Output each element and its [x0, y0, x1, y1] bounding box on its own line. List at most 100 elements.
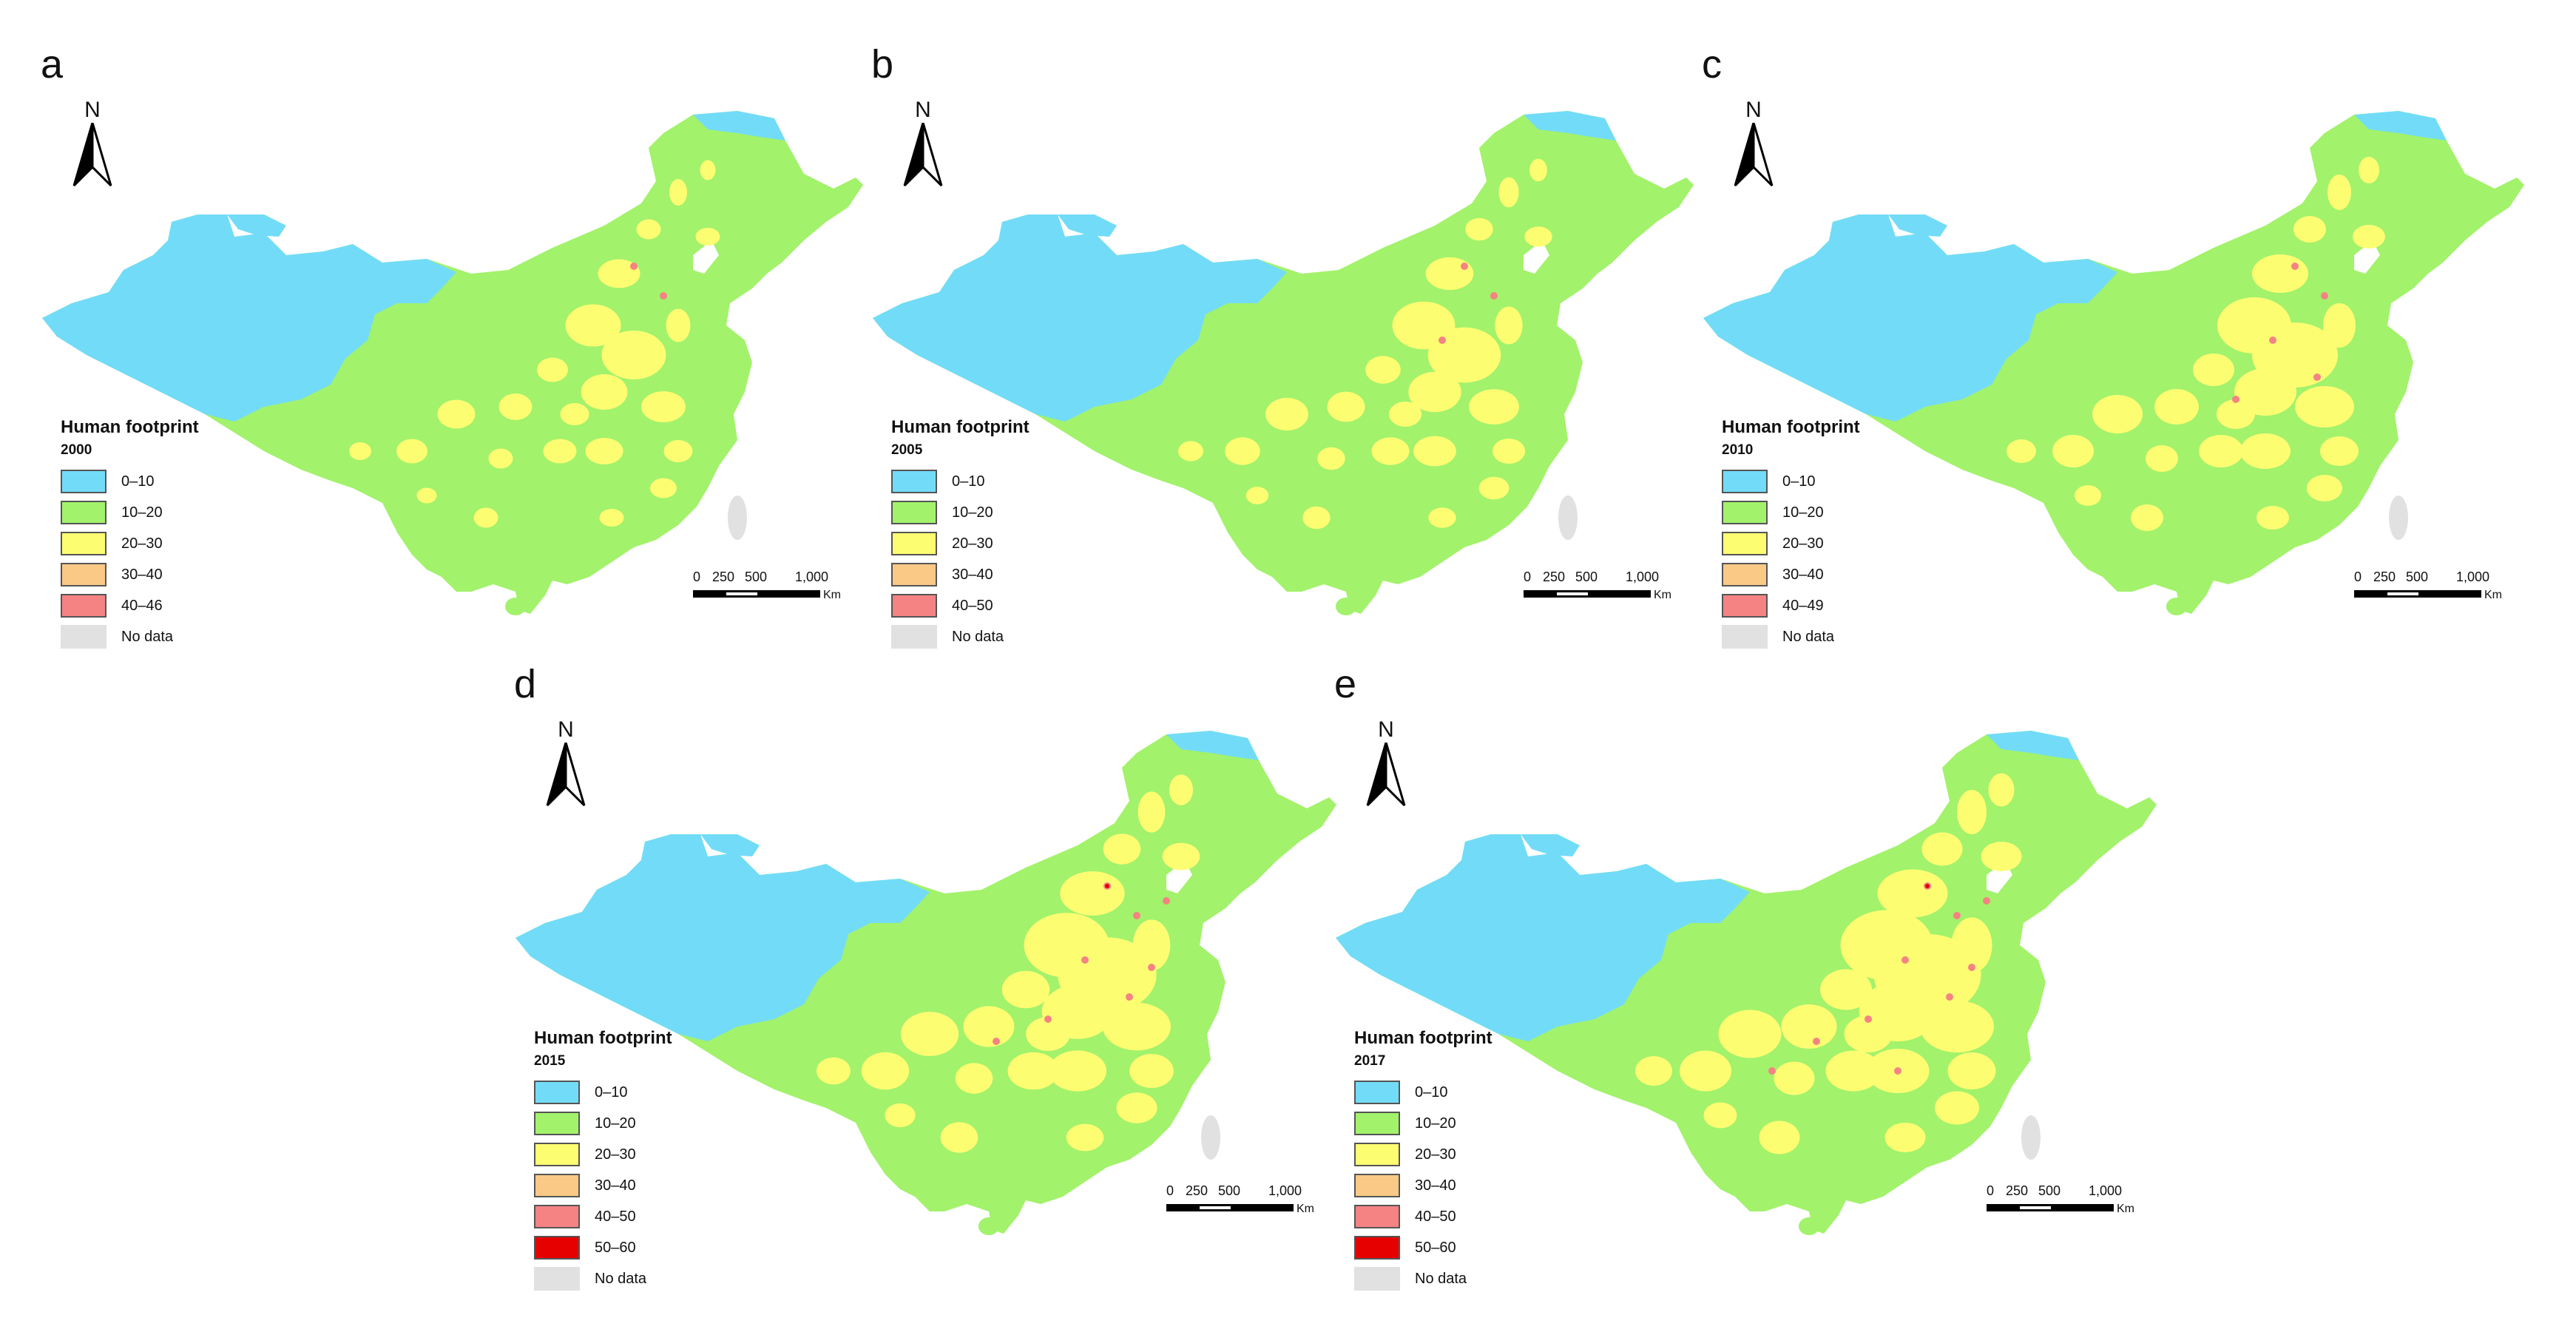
class-20-30-area — [650, 478, 677, 498]
class-40-50-area — [1490, 292, 1498, 300]
class-20-30-area — [1492, 439, 1526, 464]
class-20-30-area — [1048, 1050, 1107, 1092]
class-20-30-area — [1408, 371, 1461, 413]
scale-ticks: 0 250 500 1,000 — [1166, 1183, 1314, 1201]
class-20-30-area — [2295, 386, 2354, 427]
class-20-30-area — [1225, 437, 1260, 465]
class-40-50-area — [1768, 1067, 1776, 1075]
class-20-30-area — [1981, 842, 2022, 871]
class-20-30-area — [1327, 391, 1365, 422]
class-20-30-area — [900, 1012, 959, 1056]
legend-title: Human footprint — [61, 417, 199, 437]
class-20-30-area — [1066, 1123, 1104, 1152]
land-class-0-10-west — [1336, 834, 1750, 1041]
class-20-30-area — [1680, 1050, 1731, 1092]
class-20-30-area — [1529, 158, 1547, 182]
scale-bar-segment — [726, 592, 757, 595]
scale-tick: 250 — [2006, 1183, 2029, 1198]
legend-item: 40–50 — [1354, 1201, 1492, 1232]
legend-item: 20–30 — [1354, 1139, 1492, 1170]
legend-item: 10–20 — [534, 1108, 672, 1139]
taiwan-no-data — [1558, 496, 1578, 540]
legend-item: 10–20 — [1354, 1108, 1492, 1139]
legend-swatch — [891, 594, 937, 618]
scale-tick: 500 — [2038, 1183, 2061, 1198]
legend-swatch — [1354, 1112, 1400, 1135]
scale-bar: 0 250 500 1,000 Km — [693, 569, 841, 614]
class-40-50-area — [1044, 1015, 1052, 1023]
class-40-50-area — [1439, 337, 1446, 344]
class-20-30-area — [1469, 389, 1519, 425]
class-20-30-area — [1921, 832, 1963, 866]
legend-swatch — [534, 1205, 580, 1228]
legend-label: 40–49 — [1782, 597, 1824, 614]
class-20-30-area — [473, 507, 498, 528]
class-20-30-area — [1427, 327, 1501, 383]
class-20-30-area — [2256, 506, 2289, 530]
class-40-50-area — [1081, 956, 1089, 964]
class-40-50-area — [1148, 964, 1155, 971]
legend: Human footprint 2010 0–10 10–20 20–30 30–40 40… — [1722, 417, 1860, 652]
legend-label: No data — [1782, 628, 1835, 645]
legend-swatch — [61, 563, 107, 586]
class-40-50-area — [2321, 292, 2328, 300]
scale-bar-segment — [1557, 592, 1588, 595]
class-50-60-area — [1925, 884, 1930, 888]
north-label: N — [915, 98, 931, 122]
china-map — [1703, 111, 2524, 615]
legend-year: 2010 — [1722, 442, 1754, 458]
scale-unit: Km — [2484, 589, 2502, 601]
scale-ticks: 0 250 500 1,000 — [1524, 569, 1671, 587]
legend-year: 2017 — [1354, 1053, 1386, 1069]
class-20-30-area — [488, 448, 513, 469]
scale-tick: 1,000 — [2456, 569, 2490, 584]
map-panel-a: a N Human footprint 2000 0–10 10–20 20–30 30–40… — [41, 42, 900, 688]
scale-ticks: 0 250 500 1,000 — [2354, 569, 2502, 587]
legend-swatch — [891, 470, 937, 493]
legend-label: 0–10 — [121, 473, 155, 490]
class-20-30-area — [598, 259, 640, 288]
scale-tick: 1,000 — [1268, 1183, 1302, 1198]
north-label: N — [1745, 98, 1762, 122]
scale-tick: 1,000 — [2089, 1183, 2123, 1198]
legend-swatch — [534, 1236, 580, 1260]
class-20-30-area — [666, 308, 691, 342]
land-class-0-10-northeast — [693, 111, 785, 141]
north-label: N — [558, 717, 574, 742]
legend-label: No data — [952, 628, 1004, 645]
china-map — [515, 731, 1336, 1235]
class-20-30-area — [1718, 1010, 1782, 1058]
class-20-30-area — [1935, 1091, 1979, 1125]
class-40-50-area — [1983, 897, 1990, 905]
legend-item: No data — [891, 621, 1030, 652]
lake-area — [1888, 214, 1947, 237]
legend-item: No data — [1722, 621, 1860, 652]
scale-unit: Km — [823, 589, 841, 601]
scale-bar: 0 250 500 1,000 Km — [1524, 569, 1671, 614]
legend-label: 10–20 — [1415, 1115, 1456, 1132]
class-20-30-area — [2353, 225, 2385, 249]
scale-tick: 0 — [1987, 1183, 1995, 1198]
legend-item: 40–49 — [1722, 590, 1860, 621]
class-20-30-area — [437, 399, 476, 429]
class-20-30-area — [1103, 834, 1141, 865]
class-20-30-area — [2234, 368, 2296, 416]
legend-label: 10–20 — [595, 1115, 636, 1132]
class-20-30-area — [2052, 435, 2094, 467]
class-20-30-area — [2092, 395, 2143, 433]
scale-bar: 0 250 500 1,000 Km — [1987, 1183, 2134, 1228]
class-20-30-area — [1988, 773, 2015, 807]
legend-item: No data — [534, 1263, 672, 1294]
class-20-30-area — [599, 509, 624, 527]
legend-label: 30–40 — [952, 566, 993, 583]
class-20-30-area — [1820, 969, 1872, 1010]
land-class-0-10-west — [42, 214, 456, 422]
panel-letter: a — [41, 42, 64, 87]
scale-ticks: 0 250 500 1,000 — [1987, 1183, 2134, 1201]
scale-bar: 0 250 500 1,000 Km — [1166, 1183, 1314, 1228]
class-20-30-area — [2327, 175, 2351, 210]
class-20-30-area — [940, 1122, 978, 1153]
legend-item: 40–50 — [891, 590, 1030, 621]
lake-area — [227, 214, 286, 237]
north-arrow-icon: N — [1364, 717, 1408, 814]
